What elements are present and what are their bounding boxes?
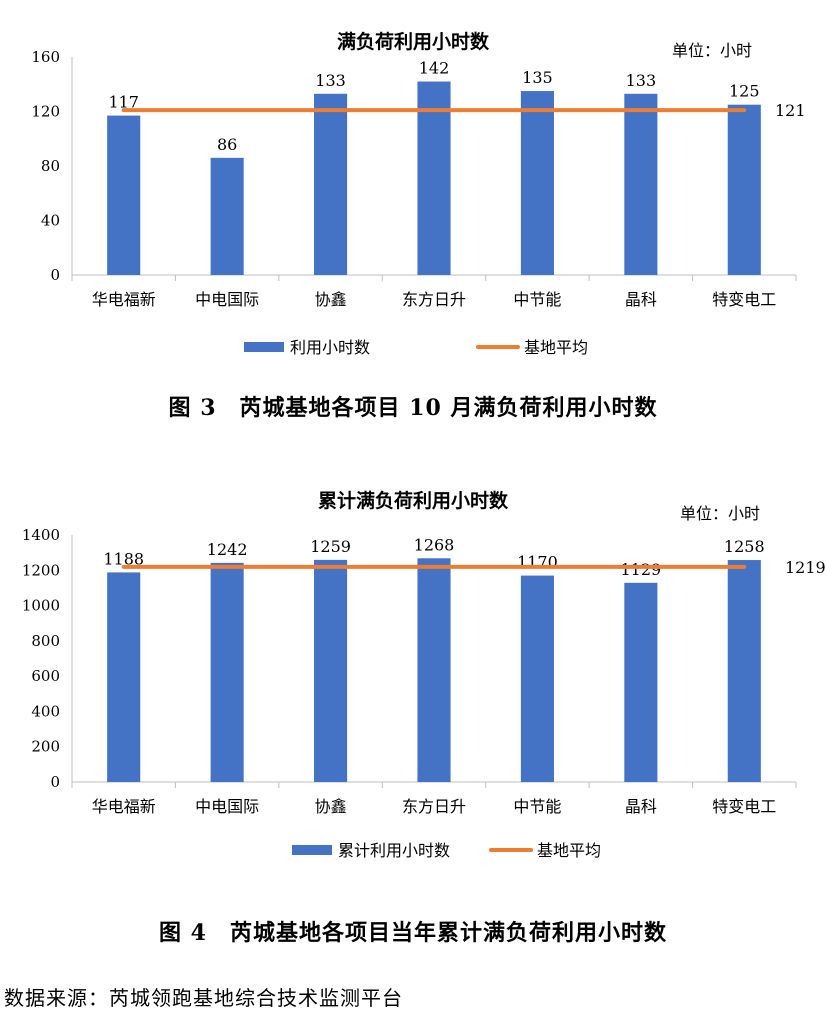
legend-average-label: 基地平均 [524,338,588,357]
legend-bar-label: 利用小时数 [290,338,370,357]
figure-4-caption: 图 4 芮城基地各项目当年累计满负荷利用小时数 [159,920,667,946]
bar-2 [210,157,244,275]
category-label: 东方日升 [402,797,466,816]
data-label: 1129 [620,560,661,579]
bar-1 [107,115,141,276]
data-label: 125 [729,82,760,101]
category-label: 中节能 [513,797,561,816]
category-label: 特变电工 [712,797,776,816]
bar-4 [417,558,451,782]
category-label: 晶科 [625,797,657,816]
bar-6 [624,93,658,275]
average-value-label: 121 [775,101,806,120]
data-label: 1259 [310,537,351,556]
bar-7 [727,104,761,275]
data-label: 133 [315,71,346,90]
legend-bar-label: 累计利用小时数 [338,841,450,860]
bar-6 [624,582,658,782]
y-tick-label: 0 [50,266,60,284]
y-tick-label: 400 [31,702,60,720]
chart-title: 累计满负荷利用小时数 [318,489,509,512]
category-label: 协鑫 [315,290,347,309]
data-label: 142 [419,59,450,78]
chart-title: 满负荷利用小时数 [337,30,490,53]
data-label: 1268 [414,535,455,554]
bar-1 [107,572,141,782]
bar-2 [210,562,244,782]
y-tick-label: 1400 [22,526,60,544]
y-tick-label: 800 [31,632,60,650]
bar-7 [727,560,761,782]
category-label: 中电国际 [195,797,259,816]
category-label: 华电福新 [92,290,156,309]
y-tick-label: 0 [50,773,60,791]
y-tick-label: 200 [31,738,60,756]
data-label: 1242 [207,540,248,559]
bar-5 [520,575,554,782]
y-tick-label: 80 [41,157,60,175]
category-label: 特变电工 [712,290,776,309]
bar-5 [520,91,554,275]
data-label: 86 [217,135,237,154]
legend-bar-swatch [292,845,332,855]
data-label: 1258 [724,537,765,556]
average-value-label: 1219 [785,558,826,577]
category-label: 晶科 [625,290,657,309]
data-source-note: 数据来源：芮城领跑基地综合技术监测平台 [4,986,403,1010]
y-tick-label: 1200 [22,561,60,579]
category-label: 东方日升 [402,290,466,309]
chart-monthly-utilization-hours: 满负荷利用小时数 单位：小时 0 40 80 120 160 117 华电福新 86 中电国际 133… [31,30,806,357]
category-label: 协鑫 [315,797,347,816]
figure-3-caption: 图 3 芮城基地各项目 10 月满负荷利用小时数 [168,395,658,421]
y-tick-label: 1000 [22,597,60,615]
category-label: 华电福新 [92,797,156,816]
bar-4 [417,81,451,276]
unit-note: 单位：小时 [680,504,760,523]
bar-3 [314,559,348,782]
legend-average-label: 基地平均 [537,841,601,860]
data-label: 1188 [103,549,144,568]
data-label: 117 [108,93,139,112]
data-label: 133 [626,71,657,90]
y-tick-label: 40 [41,212,60,230]
unit-note: 单位：小时 [672,41,752,60]
bar-3 [314,93,348,275]
category-label: 中节能 [513,290,561,309]
legend-bar-swatch [244,342,284,352]
y-tick-label: 600 [31,667,60,685]
category-label: 中电国际 [195,290,259,309]
y-tick-label: 160 [31,48,60,66]
data-label: 135 [522,68,553,87]
y-tick-label: 120 [31,103,60,121]
